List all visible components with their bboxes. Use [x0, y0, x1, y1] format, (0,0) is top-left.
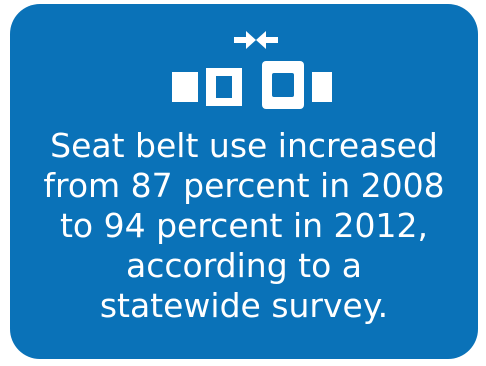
- belt-strap-left: [172, 72, 198, 102]
- converging-arrows-icon: [234, 31, 278, 49]
- info-card: Seat belt use increased from 87 percent …: [10, 4, 478, 359]
- belt-strap-right: [312, 72, 332, 102]
- seat-belt-statistic-text: Seat belt use increased from 87 percent …: [43, 126, 445, 325]
- seat-belt-buckle-icon: [152, 26, 352, 114]
